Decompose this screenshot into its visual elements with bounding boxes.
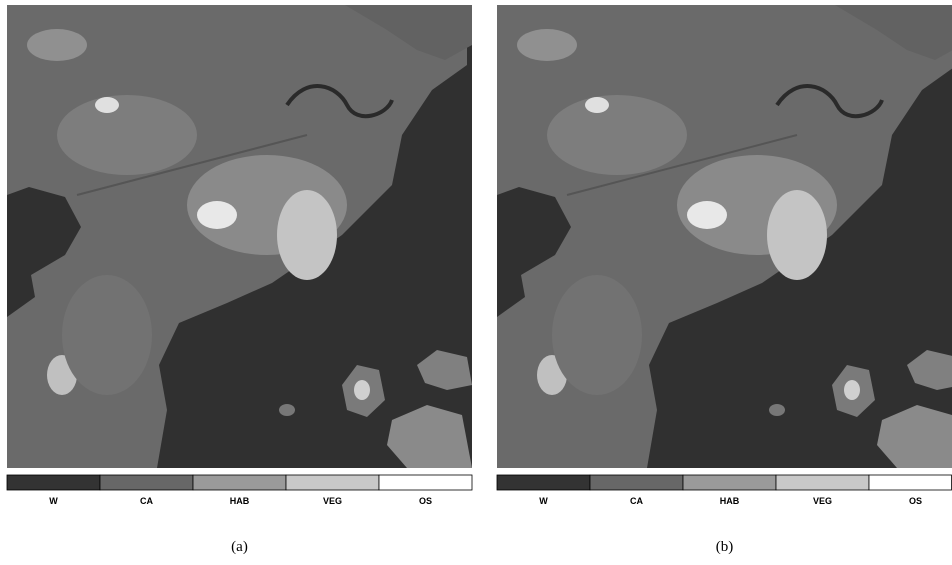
legend-label: CA [140, 496, 153, 506]
legend-swatch [590, 475, 683, 490]
legend-swatch [193, 475, 286, 490]
legend-label: OS [419, 496, 432, 506]
legend-label: HAB [230, 496, 250, 506]
legend-swatch [286, 475, 379, 490]
legend-swatch [683, 475, 776, 490]
legend-label: HAB [720, 496, 740, 506]
legend-swatch [379, 475, 472, 490]
legend-swatch [869, 475, 952, 490]
legend-label: W [539, 496, 548, 506]
legend-swatch [497, 475, 590, 490]
legend-swatch [7, 475, 100, 490]
figure: W CA HAB VEG OS (a) W CA HAB VEG OS (b) [0, 0, 952, 565]
legend-swatch [776, 475, 869, 490]
legend-label: VEG [813, 496, 832, 506]
panel-caption: (b) [716, 539, 734, 555]
legend-label: VEG [323, 496, 342, 506]
legend-label: CA [630, 496, 643, 506]
legend-swatch [100, 475, 193, 490]
map-image [7, 5, 472, 468]
legend-label: OS [909, 496, 922, 506]
legend-label: W [49, 496, 58, 506]
panel-caption: (a) [231, 539, 248, 555]
map-image [497, 5, 952, 468]
